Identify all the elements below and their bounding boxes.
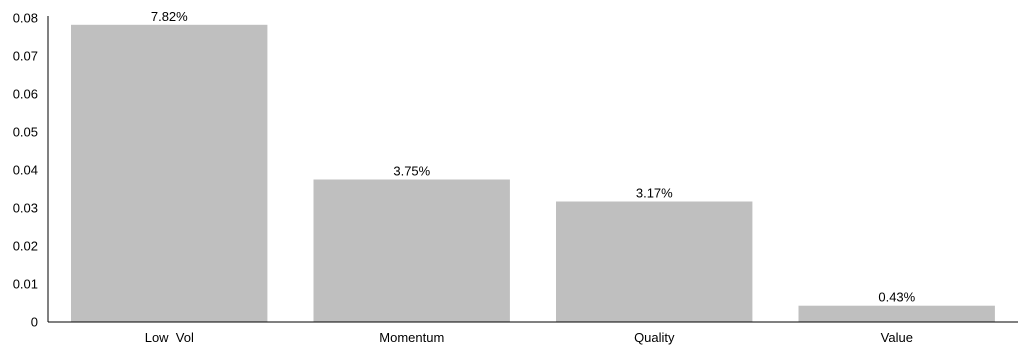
data-label-low-vol: 7.82% (151, 9, 188, 24)
data-label-momentum: 3.75% (393, 164, 430, 179)
category-label-low-vol: Low Vol (145, 330, 194, 345)
y-tick-label: 0.03 (13, 201, 38, 216)
labels-group: 7.82% Low Vol 3.75% Momentum 3.17% Quality 0.4… (13, 9, 916, 345)
category-label-momentum: Momentum (379, 330, 444, 345)
bar-momentum (313, 179, 510, 322)
y-tick-label: 0 (31, 315, 38, 330)
y-tick-label: 0.05 (13, 125, 38, 140)
y-tick-label: 0.08 (13, 11, 38, 26)
bars-group (71, 24, 995, 323)
bar-low-vol (71, 24, 268, 323)
data-label-value: 0.43% (878, 290, 915, 305)
category-label-value: Value (881, 330, 913, 345)
category-label-quality: Quality (634, 330, 675, 345)
y-tick-label: 0.06 (13, 87, 38, 102)
bar-quality (556, 201, 753, 322)
axes-group (47, 16, 1018, 323)
y-tick-label: 0.01 (13, 277, 38, 292)
y-tick-label: 0.07 (13, 49, 38, 64)
y-tick-label: 0.02 (13, 239, 38, 254)
data-label-quality: 3.17% (636, 186, 673, 201)
bar-value (798, 305, 995, 322)
y-tick-label: 0.04 (13, 163, 38, 178)
